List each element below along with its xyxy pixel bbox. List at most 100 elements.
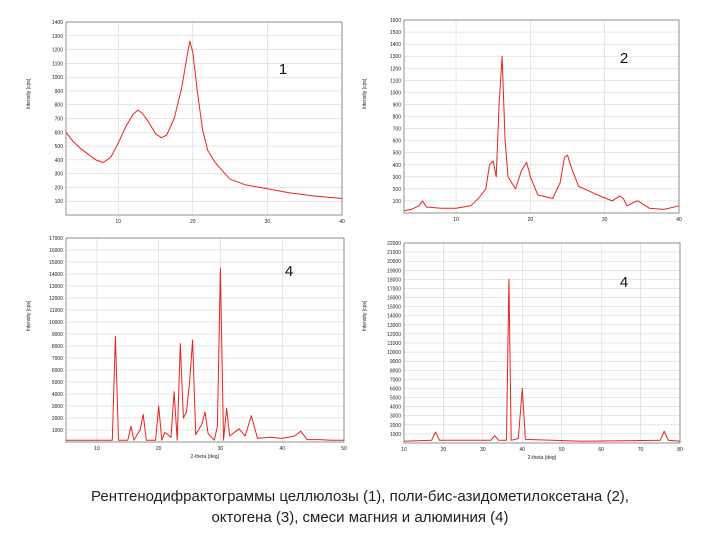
x-tick-label: 10 [453,217,459,223]
y-tick-label: 800 [393,115,402,121]
y-tick-label: 9000 [390,359,401,365]
chart-panel-4: 1000 2000 3000 4000 5000 6000 7000 8000 9000 1000… [362,241,683,461]
x-axis-label: 2-theta (deg) [191,454,220,460]
y-tick-label: 200 [393,187,402,193]
y-tick-label: 1400 [52,20,63,26]
y-tick-label: 20000 [387,259,401,265]
y-tick-label: 6000 [52,368,63,374]
caption-line-1: Рентгенодифрактограммы целлюлозы (1), по… [91,488,629,505]
x-tick-label: 20 [190,219,196,225]
y-axis-label: Intensity [cps] [362,78,368,109]
series-line-1 [403,55,680,212]
y-axis-label: Intensity [cps] [26,78,32,109]
panel-label: 2 [620,50,628,67]
y-tick-label: 900 [55,89,64,95]
x-tick-label: 20 [441,447,447,453]
y-tick-label: 14000 [387,314,401,320]
y-tick-label: 9000 [52,332,63,338]
y-tick-label: 5000 [390,396,401,402]
y-tick-label: 12000 [387,332,401,338]
y-tick-label: 700 [55,117,64,123]
y-tick-label: 11000 [49,308,63,314]
x-tick-label: 30 [602,217,608,223]
x-tick-label: 30 [218,446,224,452]
series-line-1 [66,267,344,441]
x-tick-label: 40 [520,447,526,453]
panel-label: 1 [279,61,287,78]
series-line-1 [403,278,681,442]
x-tick-label: 60 [598,447,604,453]
y-tick-label: 16000 [49,248,63,254]
x-tick-label: 10 [401,447,407,453]
y-axis-label: Intensity [cps] [362,300,368,331]
y-tick-label: 21000 [387,250,401,256]
y-tick-label: 1200 [390,66,401,72]
y-tick-label: 13000 [49,284,63,290]
y-tick-label: 12000 [49,296,63,302]
y-tick-label: 1500 [390,30,401,36]
plot-frame [65,21,343,216]
x-tick-label: 10 [115,219,121,225]
x-tick-label: 10 [94,446,100,452]
caption-line-2: октогена (3), смеси магния и алюминия (4… [211,509,509,526]
y-tick-label: 17000 [49,236,63,242]
chart-stage: 1002003004005006007008009001000110012001… [26,18,683,461]
y-tick-label: 500 [55,144,64,150]
y-tick-label: 200 [55,185,64,191]
x-tick-label: 70 [638,447,644,453]
y-tick-label: 1400 [390,42,401,48]
y-tick-label: 300 [393,175,402,181]
y-tick-label: 700 [393,127,402,133]
plot-frame [403,242,681,444]
chart-panel-1: 100 200 300 400 500 600 700 800 900 1000 1100 1200 1… [26,20,345,225]
y-tick-label: 15000 [387,305,401,311]
panel-label: 4 [285,263,293,280]
y-tick-label: 1600 [390,18,401,24]
plot-frame [403,19,680,214]
y-tick-label: 8000 [390,368,401,374]
y-tick-label: 500 [393,151,402,157]
y-tick-label: 1100 [390,78,401,84]
y-tick-label: 800 [55,103,64,109]
y-tick-label: 100 [393,199,402,205]
panel-label: 4 [620,274,628,291]
y-tick-label: 14000 [49,272,63,278]
y-tick-label: 3000 [52,404,63,410]
x-tick-label: 30 [480,447,486,453]
y-tick-label: 16000 [387,296,401,302]
y-tick-label: 300 [55,172,64,178]
y-tick-label: 600 [393,139,402,145]
y-tick-label: 15000 [49,260,63,266]
y-tick-label: 6000 [390,386,401,392]
x-tick-label: 50 [341,446,347,452]
x-tick-label: 20 [156,446,162,452]
y-tick-label: 1200 [52,48,63,54]
y-tick-label: 7000 [52,356,63,362]
x-tick-label: 80 [677,447,683,453]
y-tick-label: 1000 [52,75,63,81]
x-tick-label: 50 [559,447,565,453]
y-tick-label: 4000 [52,392,63,398]
y-tick-label: 400 [393,163,402,169]
x-tick-label: 40 [339,219,345,225]
y-tick-label: 17000 [387,286,401,292]
y-tick-label: 5000 [52,380,63,386]
y-tick-label: 4000 [390,405,401,411]
y-tick-label: 2000 [390,423,401,429]
y-tick-label: 1300 [52,34,63,40]
x-tick-label: 40 [279,446,285,452]
y-tick-label: 2000 [52,416,63,422]
plot-frame [65,237,345,443]
y-tick-label: 10000 [49,320,63,326]
y-tick-label: 1100 [52,61,63,67]
series-line-1 [65,40,343,199]
y-tick-label: 1000 [390,90,401,96]
y-tick-label: 10000 [387,350,401,356]
y-tick-label: 900 [393,102,402,108]
y-tick-label: 19000 [387,268,401,274]
x-tick-label: 40 [676,217,682,223]
y-tick-label: 1000 [390,432,401,438]
chart-panel-3: 1000 2000 3000 4000 5000 6000 7000 8000 9000 1000… [26,236,347,460]
y-axis-label: Intensity [cps] [26,300,32,331]
x-axis-label: 2-theta (deg) [528,455,557,461]
